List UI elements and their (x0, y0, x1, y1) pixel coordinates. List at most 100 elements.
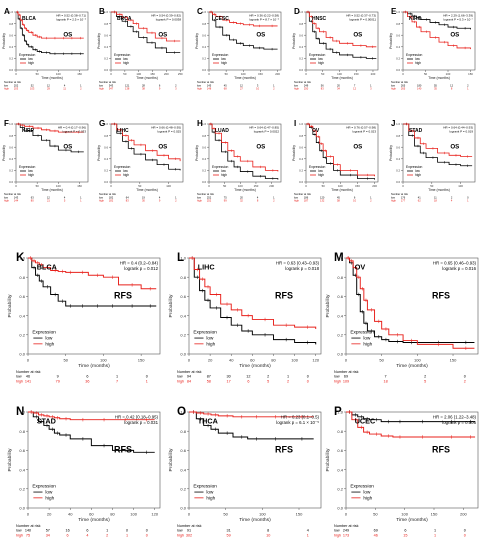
at-risk-value: 6 (247, 379, 249, 383)
y-tick-label: 0.6 (299, 33, 303, 37)
panel-a: A 0.0 0.2 0.4 0.6 0.8 1.0 Probability 0 50 100 150 T… (2, 7, 89, 91)
y-tick-label: 0.6 (337, 448, 343, 453)
y-tick-label: 0.2 (104, 169, 108, 173)
km-curve-low (346, 257, 475, 343)
panel-i: I 0.0 0.2 0.4 0.6 0.8 1.0 Probability 0 50 100 150 2… (292, 119, 379, 203)
x-tick-label: 150 (355, 184, 360, 188)
at-risk-value: 29 (47, 87, 50, 91)
km-curve-high (209, 123, 279, 172)
cancer-label: HNSC (312, 16, 327, 22)
x-tick-label: 150 (258, 72, 263, 76)
y-tick-label: 1.0 (104, 122, 108, 126)
legend-title: Expression (193, 330, 217, 336)
at-risk-value: 10 (256, 87, 259, 91)
at-risk-row-label-high: high (16, 533, 23, 537)
at-risk-value: 69 (344, 375, 348, 379)
y-tick-label: 0.6 (9, 145, 13, 149)
at-risk-value: 1 (467, 87, 469, 91)
logrank-text: logrank p = 0.016 (442, 266, 476, 271)
x-axis-label: Time (months) (78, 363, 110, 369)
at-risk-value: 11 (63, 87, 66, 91)
hr-text: HR = 0.23 (0.1–0.5) (281, 415, 320, 420)
y-axis-label: Probability (168, 294, 174, 317)
endpoint-label: OS (63, 31, 72, 38)
at-risk-value: 1 (175, 195, 177, 199)
panel-letter: G (99, 119, 105, 128)
x-axis-label: Time (months) (331, 188, 353, 192)
x-tick-label: 0 (110, 72, 112, 76)
endpoint-label: OS (450, 143, 459, 150)
y-tick-label: 0.0 (299, 68, 303, 72)
at-risk-title: Number at risk (334, 524, 359, 528)
y-tick-label: 0.8 (396, 134, 400, 138)
at-risk-value: 12 (47, 195, 50, 199)
legend-title: Expression (309, 165, 325, 169)
x-tick-label: 50 (379, 357, 384, 362)
x-tick-label: 100 (458, 184, 463, 188)
x-tick-label: 0 (188, 511, 191, 516)
at-risk-value: 148 (207, 87, 212, 91)
at-risk-row-label-high: high (334, 533, 341, 537)
endpoint-label: RFS (275, 444, 293, 454)
legend-label-low: low (123, 57, 128, 61)
x-tick-label: 150 (450, 357, 458, 362)
x-axis-label: Time (months) (78, 517, 110, 523)
km-curve-high (346, 411, 476, 438)
at-risk-value: 68 (224, 87, 227, 91)
y-tick-label: 0.0 (299, 180, 303, 184)
at-risk-value: 0 (464, 533, 466, 537)
legend-title: Expression (212, 165, 228, 169)
x-tick-label: 0 (110, 184, 112, 188)
at-risk-row-label-low: low (197, 195, 201, 199)
x-tick-label: 100 (56, 72, 61, 76)
at-risk-value: 543 (109, 83, 114, 87)
x-tick-label: 150 (254, 184, 259, 188)
y-tick-label: 0.8 (104, 134, 108, 138)
at-risk-value: 6 (86, 375, 88, 379)
y-tick-label: 0.4 (299, 157, 303, 161)
at-risk-value: 121 (125, 83, 130, 87)
legend-title: Expression (350, 484, 374, 490)
y-tick-label: 1.0 (202, 122, 206, 126)
y-tick-label: 0.4 (104, 157, 108, 161)
y-axis-label: Probability (389, 33, 393, 49)
logrank-text: logrank P = 0.033 (62, 129, 86, 133)
at-risk-value: 5 (424, 379, 426, 383)
at-risk-row-label-low: low (197, 83, 201, 87)
at-risk-title: Number at risk (294, 192, 312, 196)
at-risk-value: 177 (401, 199, 406, 203)
y-tick-label: 1.0 (396, 10, 400, 14)
y-tick-label: 0.8 (9, 134, 13, 138)
at-risk-title: Number at risk (294, 80, 312, 84)
at-risk-row-label-high: high (391, 87, 396, 91)
legend-label-high: high (123, 61, 129, 65)
y-axis-label: Probability (2, 33, 6, 49)
legend-title: Expression (114, 165, 130, 169)
x-tick-label: 200 (371, 72, 376, 76)
x-tick-label: 0 (208, 72, 210, 76)
cancer-label: BLCA (37, 263, 58, 272)
at-risk-row-label-low: low (334, 529, 340, 533)
hr-text: HR = 0.64 (0.47–0.85) (249, 126, 279, 130)
km-curve-low (111, 11, 181, 53)
km-curve-low (403, 123, 473, 167)
x-tick-label: 100 (241, 72, 246, 76)
km-curve-high (306, 11, 377, 48)
at-risk-value: 27 (240, 87, 243, 91)
km-curve-high (16, 11, 84, 39)
at-risk-value: 2 (370, 199, 372, 203)
legend-label-high: high (415, 173, 421, 177)
x-tick-label: 0 (15, 72, 17, 76)
x-tick-label: 40 (229, 357, 234, 362)
legend-label-low: low (206, 336, 214, 341)
at-risk-value: 132 (320, 199, 325, 203)
at-risk-row-label-high: high (294, 87, 299, 91)
y-tick-label: 1.0 (180, 256, 186, 261)
y-tick-label: 0.4 (202, 157, 206, 161)
x-tick-label: 0 (305, 184, 307, 188)
at-risk-value: 34 (337, 87, 340, 91)
hr-text: HR = 0.64 (0.44–0.93) (443, 126, 473, 130)
at-risk-value: 145 (207, 83, 212, 87)
at-risk-value: 79 (56, 379, 60, 383)
at-risk-value: 203 (14, 87, 19, 91)
